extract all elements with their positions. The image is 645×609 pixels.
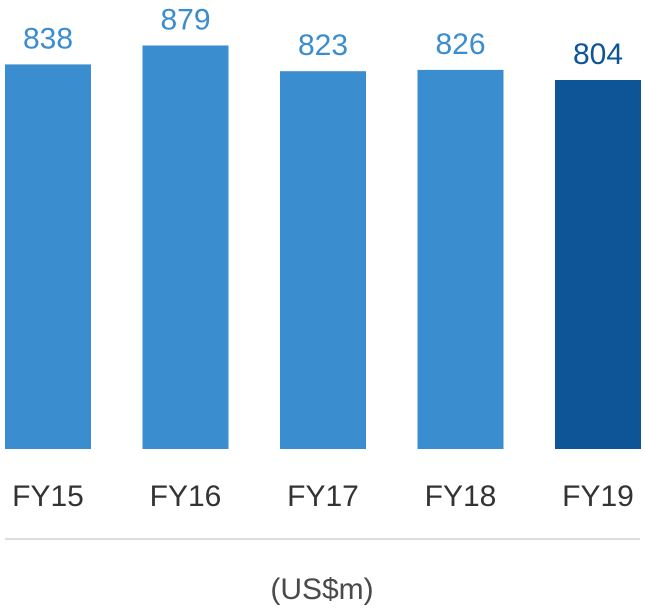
bar-fy19 <box>555 80 641 449</box>
value-labels-group: 838 879 823 826 804 <box>23 4 623 72</box>
unit-label: (US$m) <box>270 573 373 606</box>
category-label-fy19: FY19 <box>562 480 634 513</box>
bar-fy15 <box>5 64 91 450</box>
bar-fy16 <box>142 45 229 449</box>
value-label-fy16: 879 <box>160 4 210 37</box>
category-labels-group: FY15 FY16 FY17 FY18 FY19 <box>12 480 634 513</box>
value-label-fy15: 838 <box>23 22 73 55</box>
bar-fy18 <box>417 69 504 450</box>
value-label-fy19: 804 <box>573 38 623 71</box>
bar-fy17 <box>280 71 366 449</box>
bars-group <box>5 45 641 450</box>
category-label-fy17: FY17 <box>287 480 359 513</box>
value-label-fy17: 823 <box>298 29 348 62</box>
category-label-fy18: FY18 <box>425 480 497 513</box>
category-label-fy16: FY16 <box>150 480 222 513</box>
value-label-fy18: 826 <box>435 28 485 61</box>
category-label-fy15: FY15 <box>12 480 84 513</box>
